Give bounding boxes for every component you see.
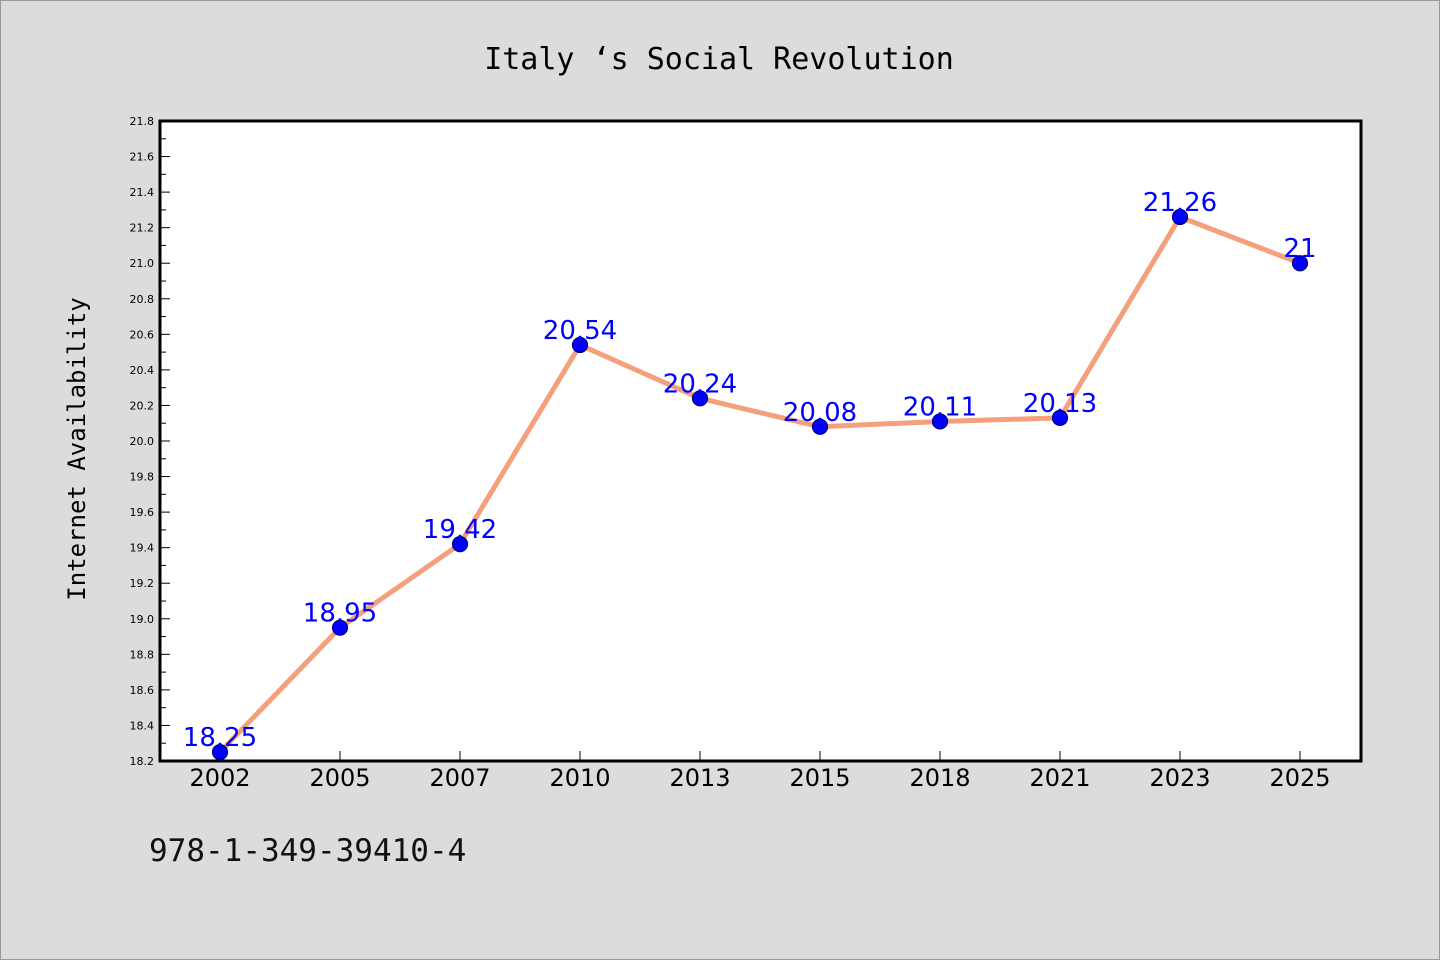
data-label: 18.95	[303, 599, 377, 629]
y-tick-label: 19.4	[130, 542, 155, 555]
data-point-marker	[211, 744, 229, 761]
y-axis-ticks: 18.2 18.4 18.6 18.8 19.0 19.2 19.4 19.6 19.8 20.0…	[130, 115, 170, 768]
data-label: 20.24	[663, 369, 737, 399]
y-tick-label: 19.6	[130, 506, 155, 519]
y-tick-label: 21.4	[130, 186, 155, 199]
y-axis-label: Internet Availability	[63, 297, 91, 600]
y-tick-label: 19.8	[130, 471, 155, 484]
y-tick-label: 20.2	[130, 399, 155, 412]
y-tick-label: 21.6	[130, 151, 155, 164]
x-tick-label: 2007	[429, 764, 490, 792]
y-tick-label: 19.0	[130, 613, 155, 626]
y-tick-label: 21.0	[130, 257, 155, 270]
data-label: 20.08	[783, 398, 857, 428]
data-label: 19.42	[423, 515, 497, 545]
data-point-marker	[331, 619, 349, 636]
x-tick-label: 2021	[1029, 764, 1090, 792]
series-layer	[211, 208, 1309, 761]
x-tick-label: 2013	[669, 764, 730, 792]
y-tick-label: 18.4	[130, 719, 155, 732]
data-point-marker	[1171, 208, 1189, 226]
data-label: 20.11	[903, 392, 977, 422]
x-tick-label: 2002	[189, 764, 250, 792]
x-tick-label: 2005	[309, 764, 370, 792]
y-tick-label: 18.2	[130, 755, 155, 768]
plot-area	[158, 119, 1363, 763]
data-point-marker	[1291, 255, 1309, 272]
x-tick-label: 2025	[1269, 764, 1330, 792]
y-tick-label: 19.2	[130, 577, 155, 590]
data-label: 20.54	[543, 316, 617, 346]
y-tick-label: 20.6	[130, 328, 155, 341]
data-label-layer: 18.25 18.95 19.42 20.54 20.24 20.08 20.11 20.13…	[183, 188, 1317, 753]
data-label: 18.25	[183, 723, 257, 753]
y-tick-label: 20.4	[130, 364, 155, 377]
chart-title: Italy ‘s Social Revolution	[484, 42, 954, 77]
data-point-marker	[571, 336, 589, 354]
data-point-marker	[451, 536, 469, 553]
y-tick-label: 21.2	[130, 222, 155, 235]
data-point-marker	[811, 418, 829, 435]
data-point-marker	[691, 390, 709, 407]
y-tick-label: 20.8	[130, 293, 155, 306]
data-label: 21.26	[1143, 188, 1217, 218]
x-tick-label: 2010	[549, 764, 610, 792]
data-label: 20.13	[1023, 389, 1097, 419]
x-tick-label: 2023	[1149, 764, 1210, 792]
data-point-marker	[931, 413, 949, 430]
x-axis-ticks: 2002 2005 2007 2010 2013 2015 2018 2021 2023 2025	[189, 751, 1331, 792]
footer-code: 978-1-349-39410-4	[149, 833, 467, 869]
x-tick-label: 2015	[789, 764, 850, 792]
data-label: 21	[1283, 234, 1316, 264]
x-tick-label: 2018	[909, 764, 970, 792]
y-tick-label: 18.8	[130, 648, 155, 661]
y-tick-label: 18.6	[130, 684, 155, 697]
data-point-marker	[1051, 409, 1069, 426]
y-tick-label: 20.0	[130, 435, 155, 448]
series-line	[217, 214, 1303, 755]
y-tick-label: 21.8	[130, 115, 155, 128]
